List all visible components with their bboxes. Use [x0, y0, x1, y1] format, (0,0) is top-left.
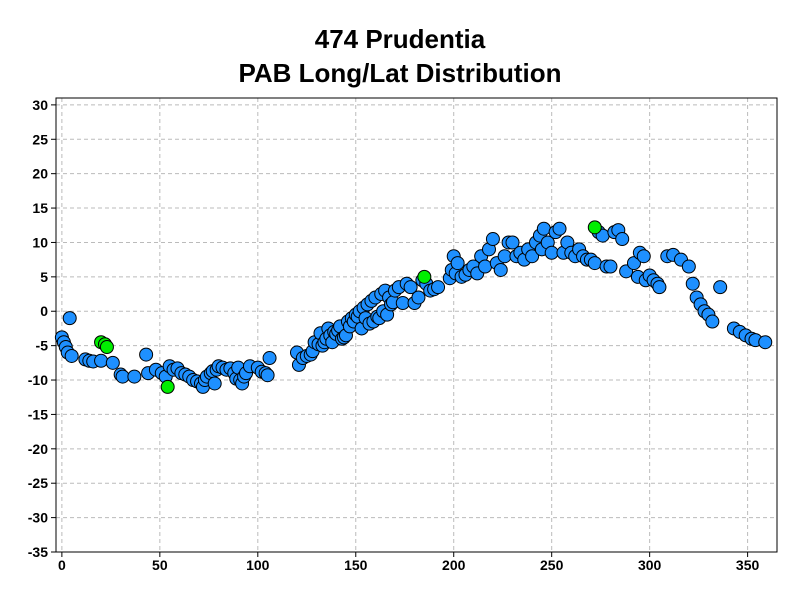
data-point	[497, 249, 512, 264]
data-point	[94, 353, 109, 368]
data-point	[127, 369, 142, 384]
data-point	[626, 256, 641, 271]
y-tick-label: -15	[28, 406, 48, 422]
data-point	[115, 369, 130, 384]
data-point	[652, 280, 667, 295]
y-tick-label: 20	[32, 166, 48, 182]
data-point	[450, 256, 465, 271]
chart-subtitle: PAB Long/Lat Distribution	[238, 58, 562, 88]
data-point	[105, 355, 120, 370]
data-point	[478, 259, 493, 274]
data-point	[587, 256, 602, 271]
data-point	[160, 379, 175, 394]
chart-title: 474 Prudentia	[314, 24, 486, 54]
y-tick-label: -35	[28, 544, 48, 560]
y-tick-label: 10	[32, 234, 48, 250]
data-point	[536, 221, 551, 236]
data-point	[64, 348, 79, 363]
plot-area	[56, 98, 777, 552]
data-point	[395, 295, 410, 310]
data-point	[411, 290, 426, 305]
y-tick-label: -30	[28, 510, 48, 526]
x-tick-label: 50	[152, 557, 168, 573]
data-point	[62, 311, 77, 326]
data-point	[681, 259, 696, 274]
y-tick-label: 15	[32, 200, 48, 216]
data-point	[705, 314, 720, 329]
y-tick-label: -25	[28, 475, 48, 491]
data-point	[207, 376, 222, 391]
data-point	[636, 249, 651, 264]
y-tick-label: 5	[40, 269, 48, 285]
y-tick-label: -5	[36, 338, 49, 354]
data-point	[758, 335, 773, 350]
data-point	[603, 259, 618, 274]
data-point	[403, 280, 418, 295]
data-point	[505, 235, 520, 250]
data-point	[525, 249, 540, 264]
data-point	[262, 351, 277, 366]
data-point	[99, 340, 114, 355]
y-tick-label: 25	[32, 131, 48, 147]
x-tick-label: 100	[246, 557, 270, 573]
data-point	[685, 276, 700, 291]
x-tick-label: 0	[58, 557, 66, 573]
data-point	[417, 269, 432, 284]
y-tick-label: -10	[28, 372, 48, 388]
y-tick-label: 30	[32, 97, 48, 113]
data-point	[552, 221, 567, 236]
data-point	[485, 232, 500, 247]
data-point	[713, 280, 728, 295]
x-tick-label: 250	[540, 557, 564, 573]
data-point	[431, 280, 446, 295]
y-tick-label: -20	[28, 441, 48, 457]
x-tick-label: 300	[638, 557, 662, 573]
x-tick-label: 200	[442, 557, 466, 573]
x-tick-label: 150	[344, 557, 368, 573]
y-tick-label: 0	[40, 303, 48, 319]
data-point	[615, 232, 630, 247]
data-point	[587, 220, 602, 235]
plot-frame	[55, 97, 778, 553]
data-point	[260, 368, 275, 383]
x-tick-label: 350	[736, 557, 760, 573]
data-point	[544, 245, 559, 260]
data-point	[139, 347, 154, 362]
data-point	[493, 262, 508, 277]
